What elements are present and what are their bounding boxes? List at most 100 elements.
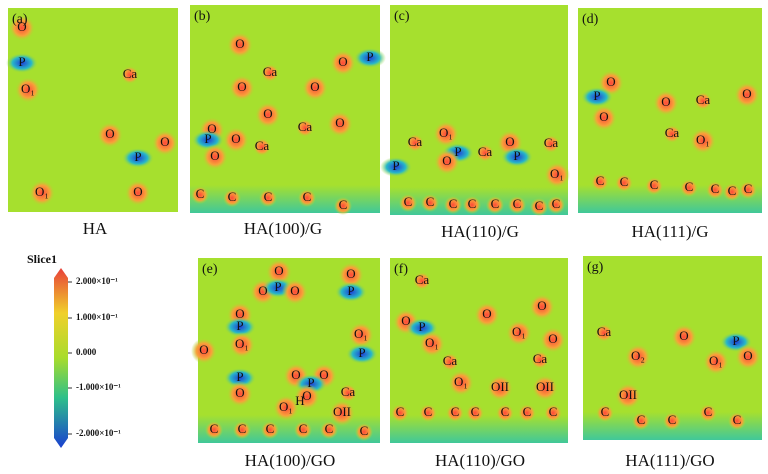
atom-label: O₁ bbox=[35, 184, 49, 199]
atom-label: O bbox=[290, 283, 299, 298]
atom-label: P bbox=[392, 158, 399, 173]
atom-label: O bbox=[263, 106, 272, 121]
atom-label: O bbox=[235, 385, 244, 400]
density-lobe bbox=[261, 421, 279, 439]
atom-label: C bbox=[396, 404, 405, 419]
density-lobe bbox=[532, 375, 558, 401]
density-lobe bbox=[433, 121, 459, 147]
panel-caption: HA(100)/GO bbox=[245, 451, 336, 470]
atom-label: C bbox=[728, 183, 737, 198]
atom-label: O bbox=[235, 36, 244, 51]
density-lobe bbox=[444, 196, 462, 214]
atom-label: P bbox=[236, 369, 243, 384]
atom-label: O bbox=[310, 79, 319, 94]
panel-caption: HA(111)/G bbox=[631, 222, 708, 241]
density-lobe bbox=[229, 332, 255, 358]
density-lobe bbox=[529, 294, 555, 320]
atom-label: C bbox=[339, 197, 348, 212]
density-lobe bbox=[506, 320, 532, 346]
density-lobe bbox=[671, 324, 697, 350]
density-lobe bbox=[335, 282, 367, 302]
density-lobe bbox=[734, 82, 760, 108]
density-lobe bbox=[302, 75, 328, 101]
density-lobe bbox=[121, 66, 139, 84]
colorbar-tick-label: 0.000 bbox=[76, 347, 97, 357]
density-lobe bbox=[625, 344, 651, 370]
panel: O P O₁ Ca O O P O O₁ (a) HA bbox=[6, 8, 178, 238]
density-lobe bbox=[223, 127, 249, 153]
atom-label: O bbox=[482, 306, 491, 321]
atom-label: C bbox=[549, 404, 558, 419]
panel-background bbox=[190, 5, 380, 213]
density-lobe bbox=[202, 144, 228, 170]
density-lobe bbox=[544, 162, 570, 188]
density-lobe bbox=[615, 383, 641, 409]
density-lobe bbox=[380, 157, 412, 177]
density-lobe bbox=[547, 196, 565, 214]
atom-label: Ca bbox=[665, 125, 680, 140]
atom-label: P bbox=[204, 131, 211, 146]
density-lobe bbox=[463, 196, 481, 214]
density-lobe bbox=[496, 404, 514, 422]
density-lobe bbox=[739, 181, 757, 199]
panel-caption: HA(100)/G bbox=[244, 219, 322, 238]
atom-label: C bbox=[601, 404, 610, 419]
density-lobe bbox=[338, 262, 364, 288]
atom-label: C bbox=[360, 423, 369, 438]
density-lobe bbox=[728, 412, 746, 430]
atom-label: P bbox=[732, 333, 739, 348]
atom-label: O bbox=[133, 184, 142, 199]
density-lobe bbox=[531, 351, 549, 369]
atom-label: P bbox=[513, 148, 520, 163]
density-lobe bbox=[448, 370, 474, 396]
atom-label: C bbox=[668, 412, 677, 427]
atom-label: O₁ bbox=[425, 335, 439, 350]
atom-label: Ca bbox=[298, 119, 313, 134]
atom-label: O bbox=[679, 328, 688, 343]
density-lobe bbox=[294, 421, 312, 439]
panel-caption: HA(110)/G bbox=[441, 222, 519, 241]
atom-label: C bbox=[513, 196, 522, 211]
atom-label: O bbox=[599, 109, 608, 124]
density-lobe bbox=[596, 404, 614, 422]
colorbar-bar bbox=[54, 268, 68, 448]
density-lobe bbox=[421, 194, 439, 212]
atom-label: C bbox=[196, 186, 205, 201]
atom-label: O₁ bbox=[512, 324, 526, 339]
density-lobe bbox=[296, 119, 314, 137]
atom-label: O bbox=[346, 266, 355, 281]
density-lobe bbox=[690, 128, 716, 154]
density-lobe bbox=[735, 344, 761, 370]
density-lobe bbox=[355, 423, 373, 441]
density-lobe bbox=[663, 412, 681, 430]
density-lobe bbox=[419, 404, 437, 422]
atom-label: O bbox=[537, 298, 546, 313]
atom-label: Ca bbox=[341, 384, 356, 399]
atom-label: C bbox=[424, 404, 433, 419]
panel-tag: (b) bbox=[194, 9, 211, 24]
atom-label: OII bbox=[619, 387, 637, 402]
atom-label: O bbox=[338, 54, 347, 69]
panel-caption: HA(110)/GO bbox=[435, 451, 525, 470]
density-lobe bbox=[542, 135, 560, 153]
density-lobe bbox=[680, 179, 698, 197]
density-lobe bbox=[294, 384, 320, 410]
density-lobe bbox=[327, 111, 353, 137]
atom-label: C bbox=[404, 194, 413, 209]
density-lobe bbox=[227, 32, 253, 58]
atom-label: C bbox=[744, 181, 753, 196]
density-lobe bbox=[253, 138, 271, 156]
atom-label: O bbox=[160, 134, 169, 149]
atom-label: C bbox=[501, 404, 510, 419]
atom-label: C bbox=[210, 421, 219, 436]
density-lobe bbox=[152, 130, 178, 156]
atom-label: Ca bbox=[478, 144, 493, 159]
density-lobe bbox=[663, 125, 681, 143]
atom-label: Ca bbox=[597, 324, 612, 339]
density-lobe bbox=[581, 87, 613, 107]
density-lobe bbox=[595, 324, 613, 342]
panel-tag: (g) bbox=[587, 260, 604, 275]
panel-tag: (a) bbox=[12, 12, 28, 27]
density-lobe bbox=[229, 75, 255, 101]
